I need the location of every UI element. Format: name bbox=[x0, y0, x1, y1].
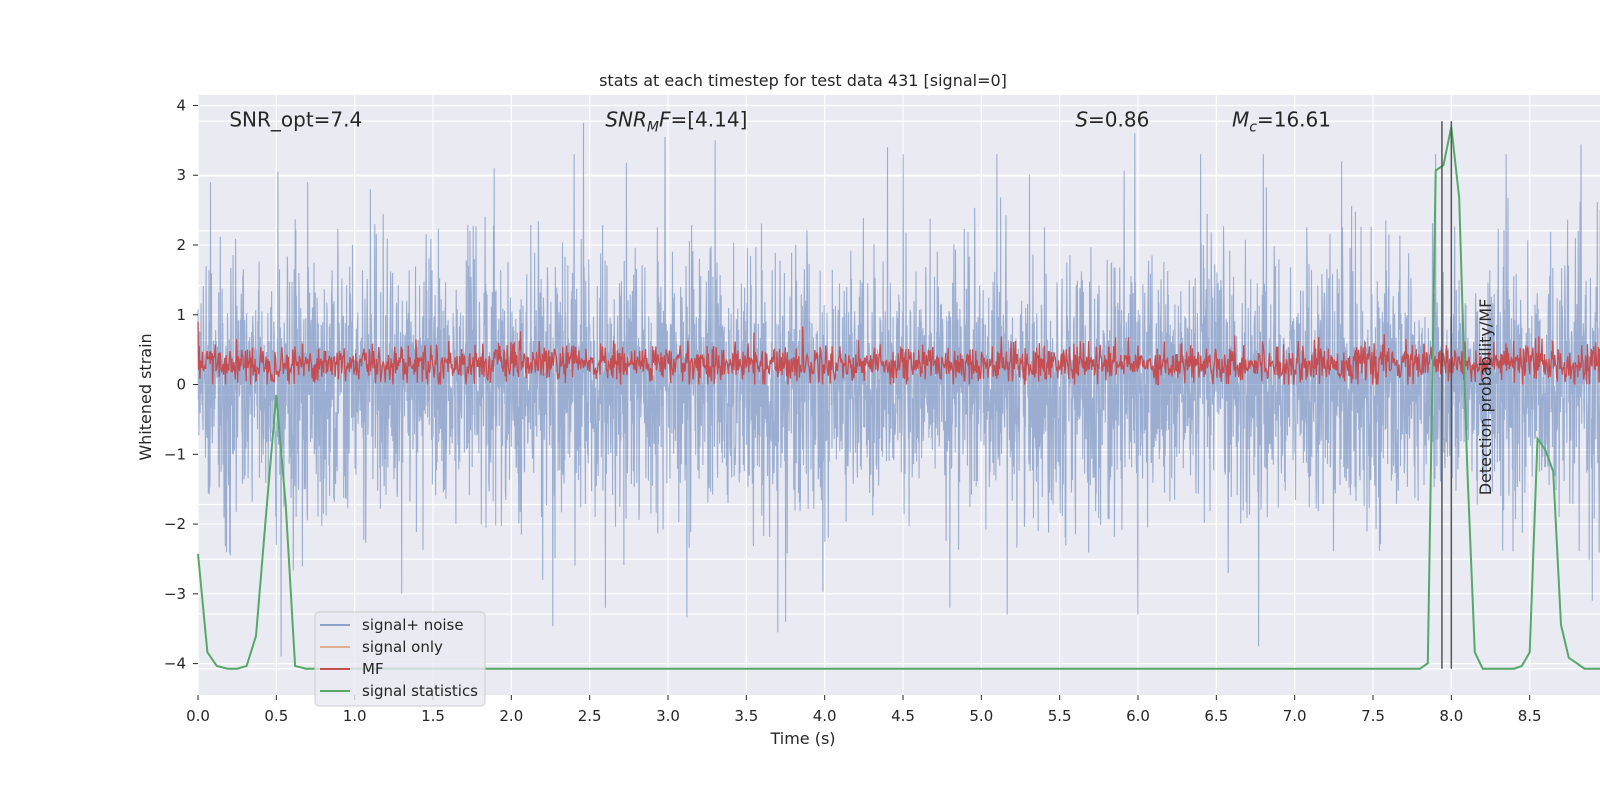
y-axis-ticks: −4 −3 −2 −1 0 1 2 3 4 bbox=[164, 96, 198, 673]
legend-label: signal only bbox=[362, 638, 443, 656]
legend: signal+ noise signal only MF signal statist… bbox=[314, 611, 486, 707]
annotation-text: SNRMF=[4.14] bbox=[605, 107, 747, 135]
x-tick-label: 5.5 bbox=[1048, 707, 1072, 725]
y-tick-label: 4 bbox=[176, 96, 186, 114]
line-mf bbox=[197, 321, 1600, 386]
x-tick-label: 2.0 bbox=[499, 707, 523, 725]
x-tick-label: 8.0 bbox=[1439, 707, 1463, 725]
x-tick-label: 7.5 bbox=[1361, 707, 1385, 725]
series-signal-statistics bbox=[197, 126, 1600, 670]
y-tick-label: −3 bbox=[164, 585, 186, 603]
x-tick-label: 1.0 bbox=[343, 707, 367, 725]
x-axis-ticks: 0.0 0.5 1.0 1.5 2.0 2.5 3.0 3.5 4.0 4.5 5.0 5.5 6.0 6… bbox=[186, 695, 1542, 725]
x-axis-label: Time (s) bbox=[769, 729, 835, 748]
legend-label: MF bbox=[362, 660, 384, 678]
y-tick-label: 2 bbox=[176, 236, 186, 254]
x-tick-label: 6.5 bbox=[1204, 707, 1228, 725]
y2-axis-label: Detection probability/MF bbox=[1476, 299, 1495, 496]
grid-lines bbox=[197, 95, 1600, 695]
x-tick-label: 5.0 bbox=[969, 707, 993, 725]
x-tick-label: 4.0 bbox=[813, 707, 837, 725]
x-tick-label: 0.0 bbox=[186, 707, 210, 725]
y-tick-label: 3 bbox=[176, 166, 186, 184]
y-tick-label: 1 bbox=[176, 306, 186, 324]
legend-label: signal statistics bbox=[362, 682, 478, 700]
x-tick-label: 2.5 bbox=[578, 707, 602, 725]
legend-box bbox=[314, 611, 486, 707]
chart-title: stats at each timestep for test data 431… bbox=[599, 71, 1007, 90]
x-tick-label: 3.0 bbox=[656, 707, 680, 725]
annotation-text: SNR_opt=7.4 bbox=[229, 107, 362, 131]
series-mf bbox=[197, 321, 1600, 386]
x-tick-label: 4.5 bbox=[891, 707, 915, 725]
line-signal-statistics bbox=[197, 126, 1600, 670]
y-tick-label: −2 bbox=[164, 515, 186, 533]
chart-annotations: SNR_opt=7.4 SNRMF=[4.14] S=0.86 Mc=16.61 bbox=[229, 107, 1331, 135]
y-tick-label: 0 bbox=[176, 376, 186, 394]
x-tick-label: 6.0 bbox=[1126, 707, 1150, 725]
annotation-text: Mc=16.61 bbox=[1232, 107, 1331, 135]
x-tick-label: 1.5 bbox=[421, 707, 445, 725]
line-signal-noise bbox=[197, 122, 1600, 657]
annotation-text: S=0.86 bbox=[1075, 107, 1149, 131]
y-tick-label: −1 bbox=[164, 445, 186, 463]
y-axis-label: Whitened strain bbox=[136, 333, 155, 460]
x-tick-label: 3.5 bbox=[734, 707, 758, 725]
x-tick-label: 8.5 bbox=[1518, 707, 1542, 725]
x-tick-label: 7.0 bbox=[1283, 707, 1307, 725]
legend-label: signal+ noise bbox=[362, 616, 464, 634]
x-tick-label: 0.5 bbox=[264, 707, 288, 725]
vertical-markers bbox=[1441, 121, 1453, 669]
y-tick-label: −4 bbox=[164, 655, 186, 673]
series-signal-noise bbox=[197, 122, 1600, 657]
